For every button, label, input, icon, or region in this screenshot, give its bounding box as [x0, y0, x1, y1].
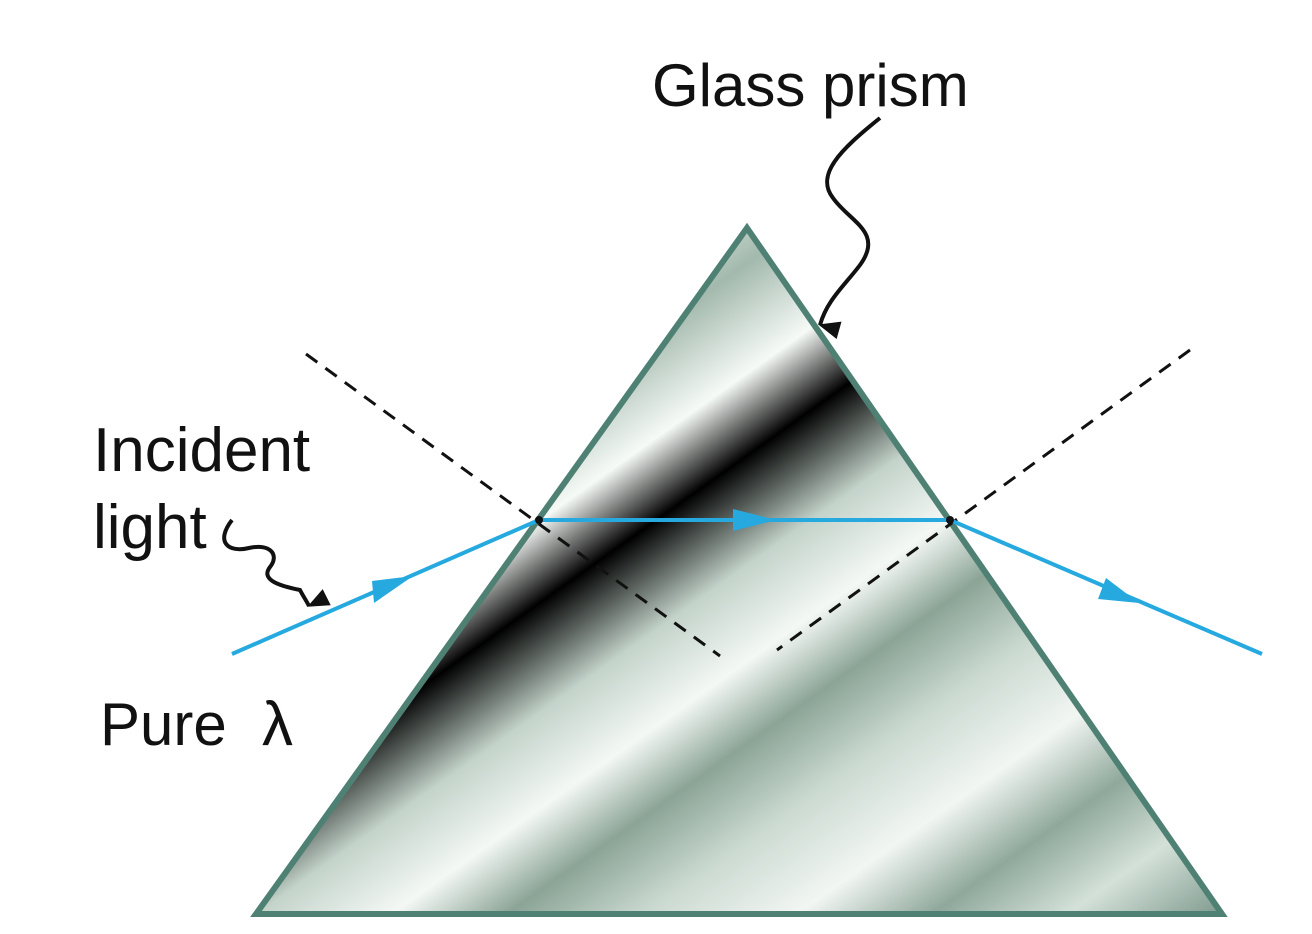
left-normal-line — [305, 352, 721, 658]
pure-wavelength-label: Pure — [100, 691, 227, 758]
inside-ray-arrowhead — [733, 509, 776, 531]
incident-light-pointer — [222, 518, 331, 607]
right-normal-line — [776, 348, 1191, 652]
lambda-symbol: λ — [262, 690, 293, 759]
emergent-ray-arrowhead — [1098, 578, 1139, 603]
incident-ray-arrowhead — [372, 576, 413, 603]
glass-prism-label: Glass prism — [652, 52, 969, 119]
entry-point — [535, 516, 543, 524]
incident-light-label-line1: Incident — [93, 416, 310, 485]
exit-point — [946, 516, 954, 524]
glass-prism — [250, 222, 1228, 917]
glass-prism-pointer — [818, 116, 882, 340]
incident-light-label-line2: light — [93, 493, 207, 562]
